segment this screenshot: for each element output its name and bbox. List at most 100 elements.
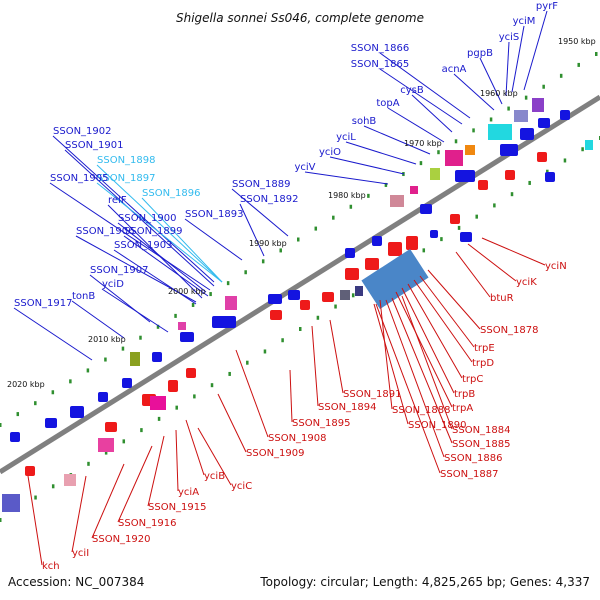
gene-leader-line: [329, 319, 344, 394]
scale-tick: [489, 117, 493, 122]
forward-gene: [10, 432, 20, 442]
forward-gene: [520, 128, 534, 140]
gene-leader-line: [467, 243, 517, 282]
scale-tick: [51, 484, 55, 489]
scale-tick: [228, 371, 231, 376]
gene-label-sson-1884: SSON_1884: [452, 425, 511, 436]
reverse-gene: [537, 152, 547, 162]
gene-label-trpe: trpE: [474, 343, 495, 354]
scale-tick: [472, 128, 475, 133]
scale-tick: [16, 412, 20, 417]
gene-feature-block: [532, 98, 544, 112]
gene-leader-line: [49, 182, 211, 291]
scale-tick: [595, 52, 598, 56]
scale-tick: [281, 338, 284, 343]
gene-label-trpd: trpD: [472, 358, 494, 369]
gene-feature-block: [2, 494, 20, 512]
gene-label-sson-1915: SSON_1915: [148, 502, 207, 513]
gene-feature-block: [430, 168, 440, 180]
gene-label-sson-1888: SSON_1888: [392, 405, 451, 416]
reverse-gene: [505, 170, 515, 180]
forward-gene: [430, 230, 438, 238]
gene-label-sson-1907: SSON_1907: [90, 265, 149, 276]
scale-tick: [246, 360, 249, 365]
forward-gene: [545, 172, 555, 182]
scale-tick: [121, 346, 125, 351]
gene-label-ycib: yciB: [204, 471, 225, 482]
scale-tick: [0, 423, 2, 427]
scale-tick: [314, 226, 318, 231]
gene-feature-block: [64, 474, 76, 486]
gene-leader-line: [52, 135, 215, 283]
forward-gene: [500, 144, 518, 156]
gene-label-sson-1902: SSON_1902: [53, 126, 112, 137]
gene-label-ycic: yciC: [231, 481, 252, 492]
accession-text: Accession: NC_007384: [8, 575, 144, 589]
gene-leader-line: [401, 287, 455, 394]
reverse-gene: [168, 380, 178, 392]
gene-label-ycid: yciD: [102, 279, 124, 290]
gene-label-ycil: yciL: [336, 132, 356, 143]
gene-label-yciv: yciV: [294, 162, 315, 173]
gene-label-cysb: cysB: [400, 85, 424, 96]
scale-tick: [261, 259, 265, 264]
gene-label-acna: acnA: [442, 64, 467, 75]
gene-label-sson-1865: SSON_1865: [351, 59, 410, 70]
scale-tick: [528, 180, 531, 185]
kbp-scale-label: 2020 kbp: [7, 380, 45, 389]
gene-leader-line: [387, 107, 445, 143]
gene-leader-line: [175, 429, 179, 492]
scale-tick: [34, 495, 37, 500]
gene-label-sson-1901: SSON_1901: [65, 140, 124, 151]
scale-tick: [226, 281, 230, 286]
gene-leader-line: [96, 164, 223, 283]
gene-label-sson-1878: SSON_1878: [480, 325, 539, 336]
gene-leader-line: [117, 222, 207, 293]
gene-leader-line: [379, 68, 463, 125]
gene-label-btur: btuR: [490, 293, 514, 304]
gene-label-ycik: yciK: [516, 277, 537, 288]
forward-gene: [122, 378, 132, 388]
kbp-scale-label: 1960 kbp: [480, 89, 518, 98]
scale-tick: [419, 161, 423, 166]
forward-gene: [420, 204, 432, 214]
gene-leader-line: [71, 475, 87, 553]
scale-tick: [334, 304, 337, 309]
gene-leader-line: [413, 279, 473, 363]
gene-leader-line: [479, 57, 503, 105]
gene-feature-block: [225, 296, 237, 310]
gene-label-sson-1866: SSON_1866: [351, 43, 410, 54]
gene-label-tonb: tonB: [72, 291, 95, 302]
scale-tick: [156, 324, 160, 329]
scale-tick: [193, 394, 196, 399]
reverse-gene: [345, 268, 359, 280]
gene-label-sson-1909: SSON_1909: [246, 448, 305, 459]
reverse-gene: [478, 180, 488, 190]
scale-tick: [51, 390, 55, 395]
gene-leader-line: [304, 171, 389, 185]
map-title: Shigella sonnei Ss046, complete genome: [176, 11, 424, 25]
forward-gene: [98, 392, 108, 402]
gene-label-trpc: trpC: [462, 374, 483, 385]
gene-leader-line: [407, 283, 463, 379]
gene-leader-line: [505, 41, 510, 97]
gene-leader-line: [373, 303, 409, 425]
gene-leader-line: [329, 156, 405, 175]
scale-tick: [384, 182, 388, 187]
scale-tick: [191, 302, 195, 307]
scale-tick: [175, 405, 178, 410]
scale-tick: [139, 335, 142, 340]
reverse-gene: [388, 242, 402, 256]
scale-tick: [297, 237, 300, 242]
gene-leader-line: [71, 300, 125, 339]
scale-tick: [316, 315, 320, 320]
scale-tick: [351, 293, 355, 298]
forward-gene: [372, 236, 382, 246]
gene-label-ycio: yciO: [319, 147, 341, 158]
scale-tick: [367, 193, 370, 198]
scale-tick: [577, 62, 580, 67]
reverse-gene: [105, 422, 117, 432]
forward-gene: [212, 316, 236, 328]
kbp-scale-label: 1980 kbp: [328, 191, 366, 200]
